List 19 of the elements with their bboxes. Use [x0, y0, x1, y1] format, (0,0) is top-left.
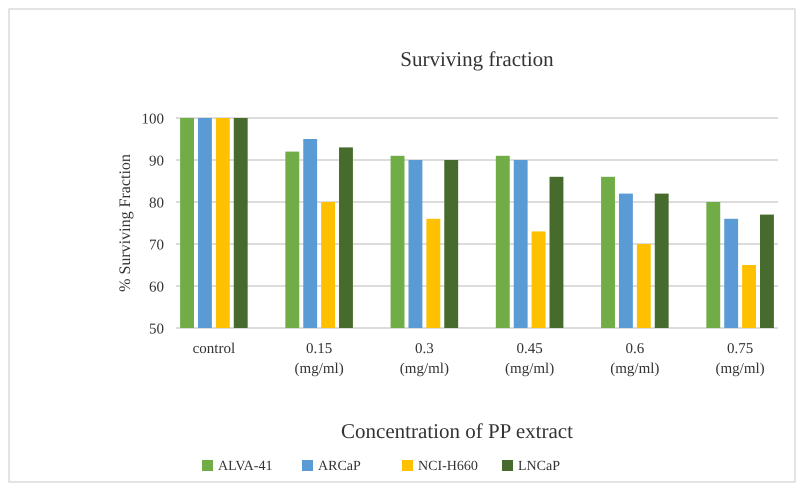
y-tick-label: 80 — [149, 195, 164, 212]
legend-label: LNCaP — [518, 459, 560, 474]
x-tick-label: 0.75 (mg/ml) — [716, 341, 765, 377]
y-tick-label: 70 — [149, 237, 164, 254]
y-tick-label: 60 — [149, 279, 164, 296]
x-axis-title: Concentration of PP extract — [341, 419, 574, 443]
x-tick-label: 0.45 (mg/ml) — [505, 341, 554, 377]
y-tick-label: 50 — [149, 321, 164, 338]
y-axis-title: % Surviving Fraction — [117, 154, 134, 292]
x-tick-label: 0.3 (mg/ml) — [400, 341, 449, 377]
legend-label: NCI-H660 — [418, 459, 478, 474]
x-tick-label: 0.6 (mg/ml) — [610, 341, 660, 377]
y-tick-label: 90 — [149, 153, 164, 170]
x-tick-label: 0.15 (mg/ml) — [294, 341, 344, 377]
legend-label: ALVA-41 — [218, 459, 272, 474]
y-tick-label: 100 — [142, 111, 164, 128]
legend-label: ARCaP — [318, 459, 361, 474]
chart-title: Surviving fraction — [400, 47, 554, 71]
x-tick-label: control — [192, 341, 236, 357]
